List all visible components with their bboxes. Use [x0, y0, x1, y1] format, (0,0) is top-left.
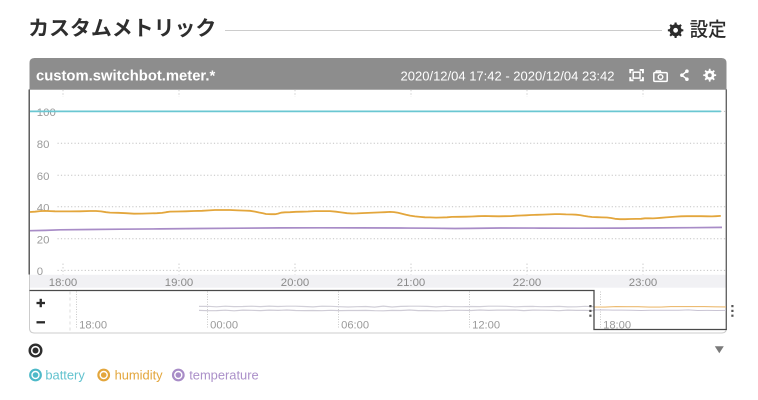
svg-text:23:00: 23:00: [629, 277, 658, 289]
svg-text:100: 100: [37, 107, 56, 119]
svg-text:custom.switchbot.meter.*: custom.switchbot.meter.*: [36, 69, 215, 85]
svg-text:12:00: 12:00: [472, 319, 500, 331]
svg-text:60: 60: [37, 171, 50, 183]
svg-text:20: 20: [37, 234, 50, 246]
svg-text:battery: battery: [45, 368, 85, 383]
svg-text:18:00: 18:00: [79, 319, 107, 331]
svg-text:00:00: 00:00: [210, 319, 238, 331]
svg-text:80: 80: [37, 139, 50, 151]
svg-text:18:00: 18:00: [49, 277, 78, 289]
svg-text:temperature: temperature: [189, 368, 259, 383]
svg-text:40: 40: [37, 202, 50, 214]
svg-text:19:00: 19:00: [165, 277, 194, 289]
svg-text:06:00: 06:00: [341, 319, 369, 331]
svg-text:22:00: 22:00: [513, 277, 542, 289]
svg-text:21:00: 21:00: [397, 277, 426, 289]
svg-text:2020/12/04 17:42 - 2020/12/04: 2020/12/04 17:42 - 2020/12/04 23:42: [401, 69, 615, 84]
svg-text:humidity: humidity: [115, 368, 164, 383]
svg-text:20:00: 20:00: [281, 277, 310, 289]
svg-text:18:00: 18:00: [603, 319, 631, 331]
svg-text:0: 0: [37, 266, 43, 278]
